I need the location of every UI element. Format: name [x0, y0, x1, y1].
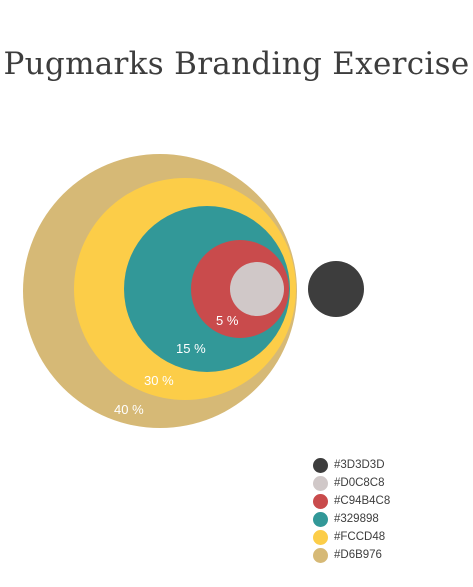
legend-label: #329898: [334, 513, 379, 525]
accent-dot: [308, 261, 364, 317]
swatch-icon: [313, 475, 328, 491]
legend-label: #D6B976: [334, 549, 382, 561]
ring-core: [230, 262, 284, 316]
swatch-icon: [313, 493, 328, 509]
page-title: Pugmarks Branding Exercise: [3, 46, 470, 82]
swatch-icon: [313, 511, 328, 527]
legend-item: #C94B4C8: [313, 492, 463, 510]
legend-label: #FCCD48: [334, 531, 386, 543]
swatch-icon: [313, 529, 328, 545]
legend-item: #FCCD48: [313, 528, 463, 546]
legend-label: #C94B4C8: [334, 495, 391, 507]
ring-15-label: 15 %: [176, 341, 206, 356]
ring-5-label: 5 %: [216, 313, 239, 328]
legend-item: #D0C8C8: [313, 474, 463, 492]
ring-30-label: 30 %: [144, 373, 174, 388]
legend-item: #329898: [313, 510, 463, 528]
ring-40-label: 40 %: [114, 402, 144, 417]
swatch-icon: [313, 547, 328, 563]
swatch-icon: [313, 457, 328, 473]
legend-item: #3D3D3D: [313, 456, 463, 474]
legend-label: #D0C8C8: [334, 477, 385, 489]
legend-item: #D6B976: [313, 546, 463, 564]
color-legend: #3D3D3D #D0C8C8 #C94B4C8 #329898 #FCCD48…: [313, 456, 463, 564]
legend-label: #3D3D3D: [334, 459, 385, 471]
